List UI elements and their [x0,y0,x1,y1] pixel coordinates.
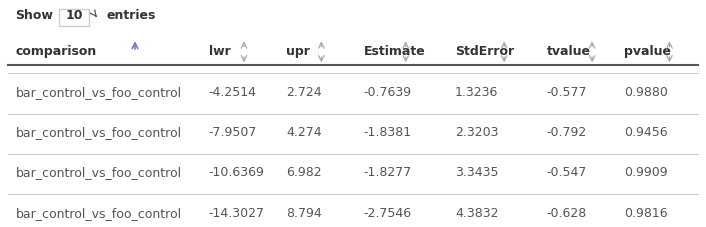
Text: 0.9816: 0.9816 [623,207,667,220]
Text: 4.274: 4.274 [286,126,322,139]
Text: entries: entries [107,10,156,22]
Text: -2.7546: -2.7546 [364,207,412,220]
Text: bar_control_vs_foo_control: bar_control_vs_foo_control [16,207,181,220]
Text: 2.724: 2.724 [286,86,322,99]
Text: -10.6369: -10.6369 [209,166,265,179]
Text: pvalue: pvalue [623,45,671,58]
Text: 10: 10 [66,10,83,22]
Text: 0.9909: 0.9909 [623,166,667,179]
Text: -0.7639: -0.7639 [364,86,412,99]
Text: comparison: comparison [16,45,97,58]
Text: 4.3832: 4.3832 [455,207,498,220]
Text: Show: Show [16,10,54,22]
Text: 6.982: 6.982 [286,166,322,179]
Text: 0.9880: 0.9880 [623,86,668,99]
Text: lwr: lwr [209,45,231,58]
Text: Estimate: Estimate [364,45,425,58]
Text: upr: upr [286,45,310,58]
Text: -14.3027: -14.3027 [209,207,265,220]
Text: 8.794: 8.794 [286,207,322,220]
Text: -0.577: -0.577 [546,86,587,99]
Text: StdError: StdError [455,45,514,58]
Text: bar_control_vs_foo_control: bar_control_vs_foo_control [16,166,181,179]
Text: 2.3203: 2.3203 [455,126,498,139]
Text: 3.3435: 3.3435 [455,166,498,179]
Text: -1.8381: -1.8381 [364,126,412,139]
FancyBboxPatch shape [59,9,89,26]
Text: 0.9456: 0.9456 [623,126,667,139]
Text: -7.9507: -7.9507 [209,126,257,139]
Text: tvalue: tvalue [546,45,590,58]
Text: -0.547: -0.547 [546,166,587,179]
Text: -4.2514: -4.2514 [209,86,257,99]
Text: -0.792: -0.792 [546,126,587,139]
Text: -1.8277: -1.8277 [364,166,412,179]
Text: 1.3236: 1.3236 [455,86,498,99]
Text: -0.628: -0.628 [546,207,587,220]
Text: bar_control_vs_foo_control: bar_control_vs_foo_control [16,86,181,99]
Text: bar_control_vs_foo_control: bar_control_vs_foo_control [16,126,181,139]
